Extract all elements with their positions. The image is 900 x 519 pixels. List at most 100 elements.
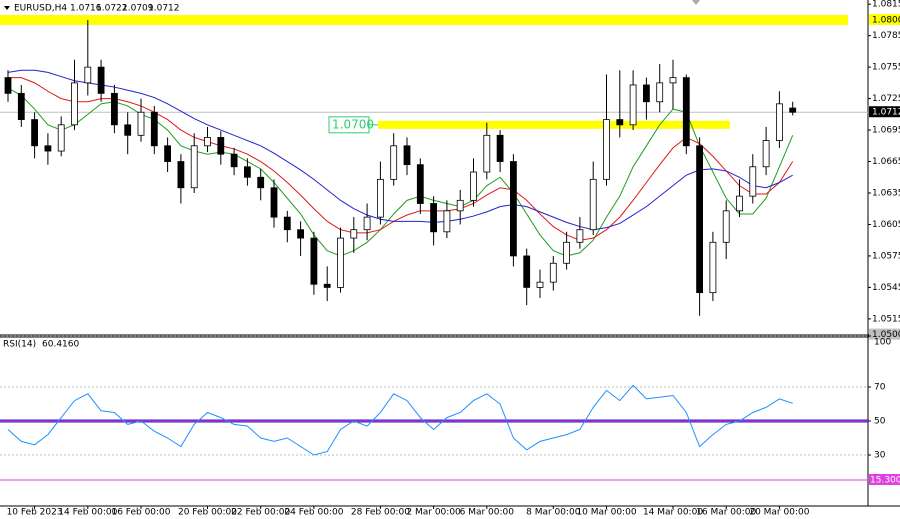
rsi-line: [7, 384, 793, 456]
candle-body: [722, 210, 730, 243]
level-band: [0, 14, 848, 25]
chart-title: EURUSD,H4: [14, 4, 67, 14]
candle-body: [31, 119, 39, 147]
x-tick-label: 20 Feb 00:00: [178, 508, 237, 518]
candle-body: [483, 134, 491, 173]
candle-body: [71, 82, 78, 126]
candle-body: [589, 178, 597, 231]
candle-body: [576, 229, 584, 243]
x-tick-label: 2 Mar 00:00: [406, 508, 461, 518]
candle-body: [310, 237, 318, 285]
candle-body: [523, 255, 531, 288]
x-tick-label: 16 Feb 00:00: [111, 508, 170, 518]
candle-body: [762, 140, 770, 168]
level-label: 1.0800: [872, 15, 900, 25]
level-label-box: [869, 473, 900, 485]
shift-marker: [692, 0, 700, 5]
y-tick-label: 1.0635: [872, 188, 900, 198]
symbol-menu-arrow: [4, 6, 10, 10]
candle-body: [416, 164, 424, 204]
candle-body: [97, 66, 105, 94]
candle-body: [709, 241, 717, 294]
candle-body: [164, 145, 172, 162]
labels: EURUSD,H4 1.0716 1.0722 1.0709 1.0712 RS…: [3, 4, 180, 350]
x-tick-label: 24 Feb 00:00: [284, 508, 343, 518]
candle-body: [669, 77, 677, 84]
x-tick-label: 14 Feb 00:00: [58, 508, 117, 518]
candle-body: [350, 229, 358, 239]
candle-body: [230, 153, 238, 168]
price-label: 1.0712: [872, 108, 900, 118]
candle-body: [4, 77, 12, 94]
candle-body: [217, 137, 225, 155]
x-tick-label: 8 Mar 00:00: [526, 508, 581, 518]
y-tick-label: 1.0785: [872, 31, 900, 41]
x-tick-label: 10 Feb 2023: [7, 508, 63, 518]
y-tick-label: 1.0725: [872, 94, 900, 104]
price-box: [869, 106, 900, 118]
candle-body: [124, 124, 132, 136]
candle-body: [789, 107, 797, 113]
candle-body: [270, 187, 278, 218]
candle-body: [376, 178, 384, 218]
candle-body: [616, 119, 624, 126]
candle-body: [57, 124, 65, 152]
candle-body: [509, 161, 517, 257]
candle-body: [204, 137, 211, 147]
candle-body: [150, 111, 158, 147]
ohlc-low: 1.0709: [122, 4, 154, 14]
y-tick-label: 1.0575: [872, 251, 900, 261]
candle-body: [390, 145, 398, 180]
y-tick-label: 100: [874, 338, 891, 348]
candle-body: [549, 262, 557, 283]
candle-body: [243, 166, 251, 178]
candle-body: [629, 84, 637, 126]
candle-body: [430, 203, 438, 233]
candle-body: [363, 216, 371, 231]
candle-body: [297, 229, 305, 239]
candle-body: [736, 195, 743, 212]
candle-body: [283, 216, 291, 231]
y-tick-label: 1.0665: [872, 157, 900, 167]
ohlc-open: 1.0716: [70, 4, 102, 14]
indicator-value: 60.4160: [42, 340, 79, 350]
level-label-box: [869, 13, 900, 25]
candle-body: [470, 171, 477, 201]
candle-body: [403, 145, 411, 166]
candle-body: [44, 145, 52, 152]
candle-body: [323, 283, 331, 288]
y-tick-label: 50: [874, 417, 886, 427]
level-label: 1.0700: [332, 117, 374, 131]
y-tick-box: [869, 328, 900, 340]
candle-body: [443, 210, 451, 233]
candle-body: [682, 77, 690, 147]
x-tick-label: 22 Feb 00:00: [231, 508, 290, 518]
candle-body: [111, 92, 118, 126]
candle-body: [84, 66, 92, 84]
candle-body: [456, 199, 464, 212]
level-band: [378, 120, 730, 129]
candle-body: [337, 237, 344, 288]
y-tick-label: 70: [874, 383, 886, 393]
y-tick-label: 1.0515: [872, 314, 900, 324]
x-tick-label: 6 Mar 00:00: [460, 508, 515, 518]
candle-body: [177, 161, 185, 189]
candle-body: [643, 84, 650, 103]
candle-body: [749, 166, 757, 197]
level-label: 15.3000: [870, 475, 900, 485]
candle-body: [696, 145, 703, 294]
x-tick-label: 14 Mar 00:00: [643, 508, 703, 518]
ohlc-high: 1.0722: [96, 4, 128, 14]
candle-body: [563, 241, 570, 264]
moving-average: [7, 69, 793, 231]
candle-body: [776, 103, 783, 141]
y-tick-label: 30: [874, 451, 886, 461]
y-tick-label: 1.0755: [872, 63, 900, 73]
y-tick-label: 1.0605: [872, 220, 900, 230]
candle-body: [137, 111, 145, 136]
y-tick-label: 1.0500: [872, 330, 900, 340]
x-tick-label: 16 Mar 00:00: [696, 508, 756, 518]
